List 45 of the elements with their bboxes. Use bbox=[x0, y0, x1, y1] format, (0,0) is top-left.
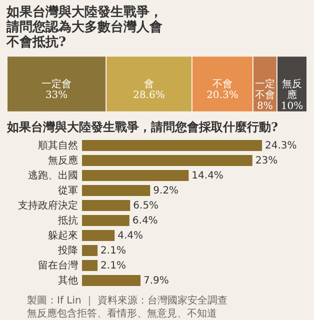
y-tick-label: 投降 bbox=[57, 244, 78, 256]
series-label: 無反應 bbox=[282, 78, 302, 101]
y-tick-label: 躲起來 bbox=[48, 230, 78, 242]
y-tick-label: 無反應 bbox=[48, 154, 78, 166]
data-label: 6.4% bbox=[132, 216, 158, 226]
y-tick-label: 其他 bbox=[58, 274, 78, 286]
y-tick-label: 留在台灣 bbox=[38, 260, 78, 272]
data-label: 28.6% bbox=[133, 90, 165, 101]
bar bbox=[82, 200, 130, 211]
bar bbox=[82, 185, 150, 196]
text: 一定 bbox=[254, 79, 275, 90]
bar bbox=[82, 215, 130, 226]
data-label: 8% bbox=[257, 101, 273, 112]
data-label: 23% bbox=[255, 156, 278, 166]
bar bbox=[82, 260, 98, 271]
bar bbox=[82, 275, 141, 286]
y-tick-label: 順其自然 bbox=[38, 140, 78, 152]
data-label: 14.4% bbox=[192, 170, 224, 182]
data-label: 2.1% bbox=[100, 246, 126, 256]
data-label: 9.2% bbox=[153, 186, 179, 196]
chart-title: 如果台灣與大陸發生戰爭，請問您會採取什麼行動? bbox=[6, 120, 278, 134]
bar bbox=[82, 170, 189, 181]
y-tick-label: 逃跑、出國 bbox=[28, 170, 78, 182]
text: 製圖：If Lin ｜ 資料來源：台灣國家安全調查 bbox=[27, 294, 228, 306]
data-label: 24.3% bbox=[265, 140, 297, 152]
data-label: 2.1% bbox=[100, 260, 126, 272]
bar bbox=[82, 230, 115, 241]
data-label: 33% bbox=[45, 90, 68, 101]
text: 無反應包含拒答、看情形、無意見、不知道 bbox=[27, 308, 217, 320]
text: 不會 bbox=[212, 79, 232, 90]
data-label: 4.4% bbox=[118, 230, 143, 242]
chart-title: 如果台灣與大陸發生戰爭，請問您認為大多數台灣人會不會抵抗? bbox=[6, 4, 162, 50]
series-label: 一定會 bbox=[42, 78, 72, 90]
y-tick-label: 支持政府決定 bbox=[18, 200, 78, 212]
bar bbox=[82, 155, 252, 166]
bar bbox=[82, 140, 262, 151]
bar bbox=[82, 245, 98, 256]
data-label: 7.9% bbox=[144, 276, 169, 286]
y-tick-label: 從軍 bbox=[58, 186, 78, 196]
series-label: 會 bbox=[144, 78, 154, 90]
data-label: 6.5% bbox=[133, 200, 159, 212]
data-label: 20.3% bbox=[206, 90, 238, 101]
data-label: 10% bbox=[280, 101, 304, 112]
series-label: 不會 bbox=[254, 89, 275, 101]
y-tick-label: 抵抗 bbox=[57, 214, 78, 226]
